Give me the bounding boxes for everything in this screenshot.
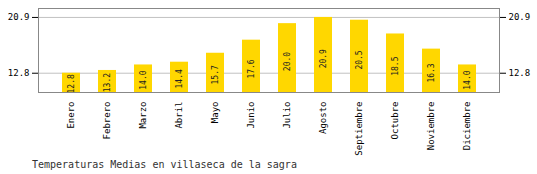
- svg-text:12.8: 12.8: [67, 74, 76, 93]
- svg-text:Marzo: Marzo: [138, 102, 148, 129]
- svg-text:20.9: 20.9: [8, 12, 30, 22]
- svg-text:Septiembre: Septiembre: [354, 102, 364, 156]
- svg-text:14.0: 14.0: [463, 70, 472, 89]
- svg-text:13.2: 13.2: [103, 73, 112, 92]
- svg-text:20.9: 20.9: [509, 12, 531, 22]
- svg-text:17.6: 17.6: [247, 59, 256, 78]
- svg-text:16.3: 16.3: [427, 63, 436, 82]
- svg-text:20.5: 20.5: [355, 50, 364, 69]
- svg-text:Noviembre: Noviembre: [426, 102, 436, 151]
- svg-text:Junio: Junio: [246, 102, 256, 129]
- svg-text:14.4: 14.4: [175, 69, 184, 88]
- svg-text:20.9: 20.9: [319, 49, 328, 68]
- svg-text:Agosto: Agosto: [318, 102, 328, 135]
- svg-text:14.0: 14.0: [139, 70, 148, 89]
- svg-text:Febrero: Febrero: [102, 102, 112, 140]
- svg-text:20.0: 20.0: [283, 52, 292, 71]
- html-text:Temperaturas Medias en villase: Temperaturas Medias en villaseca de la s…: [32, 159, 297, 170]
- svg-text:Julio: Julio: [282, 102, 292, 129]
- svg-text:15.7: 15.7: [211, 65, 220, 84]
- svg-text:18.5: 18.5: [391, 56, 400, 75]
- svg-text:12.8: 12.8: [509, 68, 531, 78]
- svg-text:12.8: 12.8: [8, 68, 30, 78]
- svg-text:Abril: Abril: [174, 102, 184, 129]
- svg-text:Diciembre: Diciembre: [462, 102, 472, 151]
- svg-text:Enero: Enero: [66, 102, 76, 129]
- svg-text:Mayo: Mayo: [210, 102, 220, 124]
- svg-text:Octubre: Octubre: [390, 102, 400, 140]
